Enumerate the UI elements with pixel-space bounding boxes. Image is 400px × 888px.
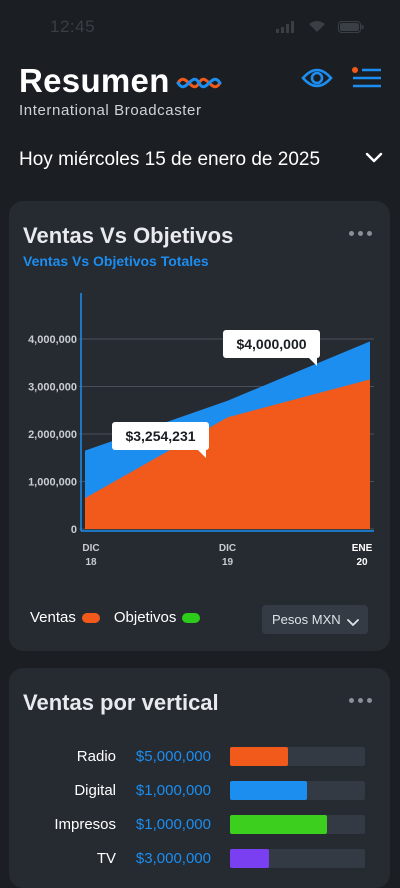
date-label: Hoy miércoles 15 de enero de 2025 (19, 149, 321, 170)
x-tick-label: 18 (85, 557, 97, 568)
vertical-value: $5,000,000 (135, 748, 211, 765)
legend-label: Ventas (30, 609, 76, 626)
header: Resumen International Broadcaster (19, 62, 381, 122)
legend-item-ventas: Ventas (30, 609, 100, 626)
dot-icon (349, 698, 354, 703)
vertical-name: Digital (74, 782, 116, 799)
y-tick-label: 2,000,000 (28, 429, 77, 441)
dot-icon (367, 231, 372, 236)
visibility-button[interactable] (301, 66, 333, 90)
card-subtitle: Ventas Vs Objetivos Totales (23, 253, 209, 269)
vertical-row-digital: Digital $1,000,000 (9, 778, 390, 804)
tooltip-tail (308, 357, 317, 366)
legend-label: Objetivos (113, 609, 177, 626)
chart-legend: Ventas Objetivos (30, 609, 214, 626)
vertical-row-radio: Radio $5,000,000 (9, 744, 390, 770)
brand-logo-icon (176, 72, 222, 99)
y-tick-label: 1,000,000 (28, 477, 77, 489)
vertical-name: Impresos (54, 816, 116, 833)
x-tick-label: DIC (219, 543, 236, 554)
chevron-down-icon (365, 151, 383, 169)
vertical-bar-fill (230, 747, 289, 766)
x-tick-label: ENE (352, 543, 373, 554)
eye-icon (301, 68, 333, 94)
date-selector[interactable]: Hoy miércoles 15 de enero de 2025 (19, 145, 383, 177)
vertical-name: Radio (76, 748, 116, 765)
card-title: Ventas Vs Objetivos (23, 223, 234, 248)
wifi-icon (308, 20, 326, 38)
vertical-bar-track (230, 849, 365, 868)
tooltip-box (223, 330, 320, 358)
dot-icon (367, 698, 372, 703)
signal-icon (276, 20, 296, 38)
area-ventas (85, 379, 370, 529)
page-title: Resumen (19, 62, 170, 99)
dot-icon (358, 231, 363, 236)
battery-icon (338, 20, 364, 38)
currency-select[interactable]: Pesos MXN (262, 605, 368, 634)
vertical-name: TV (96, 850, 116, 867)
vertical-row-tv: TV $3,000,000 (9, 846, 390, 872)
page-subtitle: International Broadcaster (19, 102, 202, 119)
legend-item-objetivos: Objetivos (114, 609, 201, 626)
vertical-bar-fill (230, 815, 328, 834)
sales-vs-objectives-card: Ventas Vs Objetivos Ventas Vs Objetivos … (9, 201, 390, 651)
sales-by-vertical-card: Ventas por vertical Radio $5,000,000 Dig… (9, 668, 390, 888)
dot-icon (349, 231, 354, 236)
menu-icon (351, 67, 383, 96)
more-options-button[interactable] (349, 231, 372, 236)
vertical-bar-track (230, 815, 365, 834)
status-time: 12:45 (50, 17, 96, 36)
tooltip-box (112, 422, 209, 450)
legend-swatch (182, 612, 201, 623)
vertical-value: $1,000,000 (135, 816, 211, 833)
currency-label: Pesos MXN (272, 612, 341, 627)
y-tick-label: 4,000,000 (28, 334, 77, 346)
y-tick-label: 0 (71, 524, 77, 536)
status-bar: 12:45 (0, 0, 400, 56)
sales-chart: 0 1,000,000 2,000,000 3,000,000 4,000,000 DIC… (9, 201, 390, 601)
menu-button[interactable] (351, 64, 383, 92)
vertical-row-impresos: Impresos $1,000,000 (9, 812, 390, 838)
tooltip-label: $3,254,231 (125, 428, 195, 444)
chevron-down-icon (347, 614, 359, 632)
tooltip-label: $4,000,000 (236, 336, 306, 352)
x-tick-label: 20 (356, 557, 368, 568)
vertical-bar-track (230, 781, 365, 800)
chart-svg: 0 1,000,000 2,000,000 3,000,000 4,000,000 DIC… (28, 293, 374, 568)
tooltip-tail (197, 449, 206, 458)
more-options-button[interactable] (349, 698, 372, 703)
dot-icon (358, 698, 363, 703)
vertical-bar-track (230, 747, 365, 766)
vertical-bar-fill (230, 781, 307, 800)
x-tick-label: 19 (222, 557, 234, 568)
vertical-value: $1,000,000 (135, 782, 211, 799)
vertical-bar-fill (230, 849, 270, 868)
x-tick-label: DIC (82, 543, 99, 554)
vertical-value: $3,000,000 (135, 850, 211, 867)
legend-swatch (81, 612, 100, 623)
status-icons (276, 20, 364, 38)
card-title: Ventas por vertical (23, 690, 219, 715)
y-tick-label: 3,000,000 (28, 382, 77, 394)
